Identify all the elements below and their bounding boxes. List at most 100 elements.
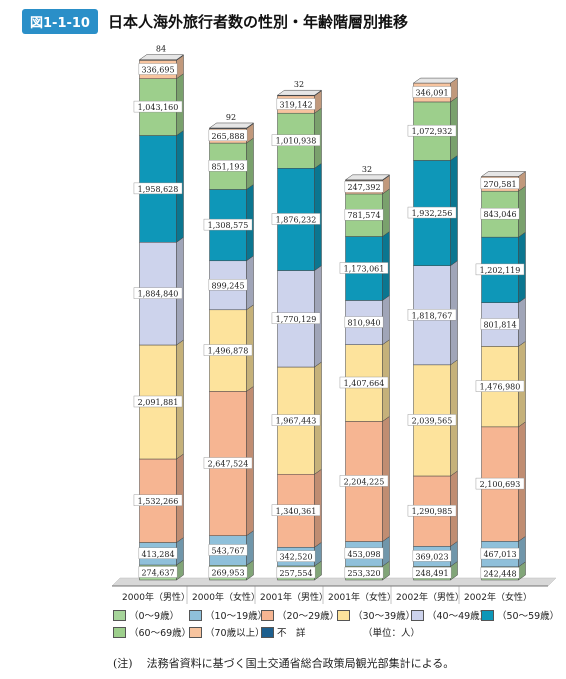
data-label: 810,940 (347, 319, 380, 328)
bar-segment-side (382, 188, 390, 238)
data-label: 1,967,443 (276, 417, 317, 426)
data-label-box (271, 414, 321, 426)
data-label: 319,142 (279, 101, 312, 110)
legend-item: （50～59歳） (481, 608, 559, 622)
data-label-box (276, 98, 316, 110)
data-label-box (208, 566, 248, 578)
data-label-box (138, 566, 178, 578)
data-label-box (480, 177, 520, 190)
bar-top-label: 84 (156, 45, 166, 54)
data-label: 467,013 (483, 550, 516, 559)
data-label: 1,496,878 (208, 347, 249, 356)
data-label: 2,100,693 (480, 480, 521, 489)
data-label: 1,290,985 (412, 507, 453, 516)
bar-top-face (208, 122, 255, 129)
bar-top-label: 32 (362, 165, 372, 174)
data-label-box (138, 547, 178, 559)
data-label-box (344, 316, 384, 328)
data-label: 265,888 (211, 132, 244, 141)
x-tick-label: 2000年（男性） (122, 591, 190, 603)
data-label: 253,320 (347, 569, 380, 578)
bar-top-face (276, 89, 323, 96)
legend-swatch (337, 609, 350, 621)
data-label: 801,814 (483, 321, 516, 330)
data-label-box (271, 504, 321, 516)
legend-item: 不 詳 (261, 625, 306, 639)
data-label: 1,202,119 (480, 266, 521, 275)
legend-label: （30～39歳） (353, 611, 416, 622)
data-label: 1,770,129 (276, 315, 317, 324)
bar-top-face (138, 54, 185, 60)
data-label: 346,091 (415, 88, 448, 97)
x-tick-label: 2001年（女性） (328, 591, 396, 603)
legend-swatch (261, 609, 274, 621)
data-label: 1,532,266 (138, 497, 179, 506)
data-label-box (133, 182, 183, 195)
data-label-box (203, 218, 253, 231)
data-label-box (480, 547, 520, 560)
data-label-box (271, 134, 321, 146)
data-label: 270,581 (483, 180, 516, 189)
bar-segment-side (382, 294, 390, 346)
figure-header: 図1-1-10 日本人海外旅行者数の性別・年齢階層別推移 (22, 8, 408, 34)
legend-swatch (189, 609, 202, 621)
data-label: 1,958,628 (138, 185, 179, 194)
data-label: 1,340,361 (276, 507, 317, 516)
legend-label: （10～19歳） (205, 611, 268, 622)
data-label: 1,173,061 (344, 264, 385, 273)
bar-segment-side (246, 255, 254, 311)
data-label-box (208, 160, 248, 172)
data-label-box (480, 318, 520, 330)
legend-swatch (411, 609, 424, 621)
data-label-box (407, 124, 457, 137)
x-tick-label: 2000年（女性） (192, 591, 260, 603)
legend-label: （40～49歳） (427, 611, 490, 622)
legend-item: （40～49歳） (411, 608, 489, 622)
data-label-box (480, 567, 520, 579)
data-label-box (475, 477, 525, 490)
x-tick-label: 2002年（女性） (464, 591, 532, 603)
legend-label: 不 詳 (277, 628, 306, 639)
data-label-box (407, 309, 457, 321)
data-label: 453,098 (347, 550, 380, 559)
data-label: 899,245 (211, 281, 244, 290)
legend-label: （50～59歳） (497, 611, 560, 622)
data-label-box (412, 86, 452, 98)
legend-swatch (261, 626, 274, 638)
data-label: 543,767 (211, 546, 244, 555)
data-label: 1,476,980 (480, 383, 521, 392)
data-label-box (203, 344, 253, 356)
bar-top-label: 92 (226, 113, 236, 122)
data-label: 2,647,524 (208, 460, 249, 469)
legend-label: （60～69歳） (129, 628, 192, 639)
footnote-text: 法務省資料に基づく国土交通省総合政策局観光部集計による。 (146, 657, 455, 670)
data-label: 781,574 (347, 211, 380, 220)
data-label-box (203, 457, 253, 469)
x-tick-label: 2001年（男性） (260, 591, 328, 603)
bar-segment-side (246, 530, 254, 566)
data-label: 1,072,932 (412, 127, 453, 136)
figure-label: 図1-1-10 (22, 8, 98, 34)
data-label: 843,046 (483, 210, 516, 219)
data-label-box (412, 567, 452, 579)
legend-label: （20～29歳） (277, 611, 340, 622)
data-label: 336,695 (141, 65, 174, 74)
data-label-box (344, 566, 384, 579)
legend-label: （0～9歳） (129, 611, 180, 622)
data-label: 242,448 (483, 569, 516, 578)
data-label-box (208, 129, 248, 142)
data-label-box (133, 100, 183, 113)
figure-title: 日本人海外旅行者数の性別・年齢階層別推移 (107, 12, 408, 31)
data-label: 274,637 (141, 569, 174, 578)
data-label: 1,818,767 (412, 311, 453, 320)
data-label-box (407, 504, 457, 517)
legend-label: （70歳以上） (205, 628, 265, 639)
data-label: 248,491 (415, 569, 448, 578)
data-label-box (475, 380, 525, 392)
data-label: 2,039,565 (412, 416, 453, 425)
data-label-box (138, 63, 178, 75)
data-label-box (276, 550, 316, 562)
data-label-box (407, 414, 457, 426)
legend-swatch (189, 626, 202, 638)
data-label-box (133, 395, 183, 408)
